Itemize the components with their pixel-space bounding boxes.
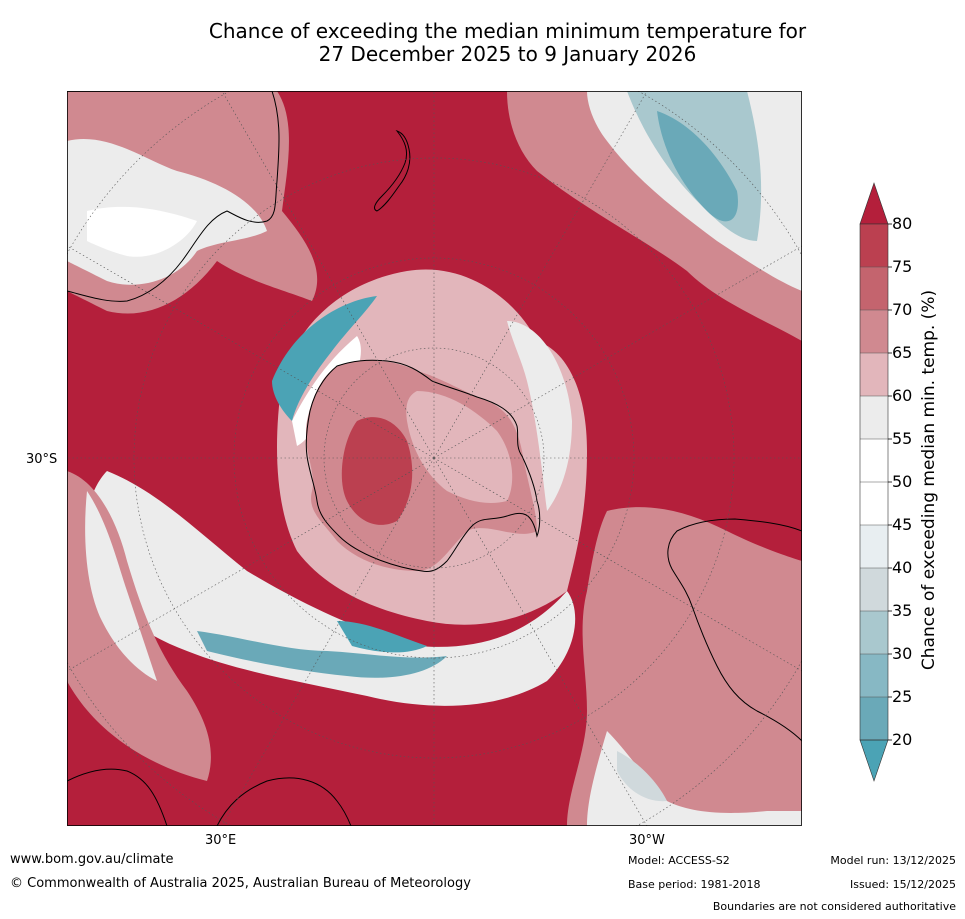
colorbar-tick-label: 25 xyxy=(892,687,913,706)
colorbar-tick-label: 35 xyxy=(892,601,913,620)
coast-south-america xyxy=(667,518,802,742)
graticule-lon-10 xyxy=(433,91,648,459)
colorbar-tick-label: 80 xyxy=(892,214,913,233)
graticule-lon-12 xyxy=(433,457,802,672)
coast-africa xyxy=(67,768,168,826)
map-frame xyxy=(67,91,802,826)
colorbar-tick-label: 45 xyxy=(892,515,913,534)
colorbar-svg xyxy=(859,182,892,782)
coastlines xyxy=(67,91,802,826)
colorbar-band-70-75 xyxy=(860,267,888,310)
colorbar-tick-label: 70 xyxy=(892,300,913,319)
region-sw-white xyxy=(85,491,157,681)
colorbar-band-40-45 xyxy=(860,525,888,568)
coast-africa-south xyxy=(216,777,352,826)
colorbar-tick-label: 75 xyxy=(892,257,913,276)
colorbar-title: Chance of exceeding median min. temp. (%… xyxy=(919,289,939,671)
footer-copyright: © Commonwealth of Australia 2025, Austra… xyxy=(10,876,471,891)
colorbar-tick-label: 40 xyxy=(892,558,913,577)
colorbar-over-arrow xyxy=(859,182,889,225)
colorbar-band-60-65 xyxy=(860,353,888,396)
graticule xyxy=(67,91,802,826)
graticule-lon-11 xyxy=(67,457,435,672)
colorbar xyxy=(855,180,965,790)
colorbar-band-75-80 xyxy=(860,224,888,267)
region-south-band-blue xyxy=(197,631,447,678)
colorbar-tick-label: 55 xyxy=(892,429,913,448)
graticule-lat-60 xyxy=(323,347,545,569)
coast-australia xyxy=(67,91,280,302)
antarctica-inner-pale xyxy=(406,391,513,503)
footer-issued: Issued: 15/12/2025 xyxy=(849,878,956,891)
colorbar-band-35-40 xyxy=(860,568,888,611)
map-title: Chance of exceeding the median minimum t… xyxy=(150,20,865,66)
colorbar-tick-label: 20 xyxy=(892,730,913,749)
lon-label-30e: 30°E xyxy=(205,833,237,848)
map-svg xyxy=(67,91,802,826)
region-se-white xyxy=(587,731,802,826)
footer-base-period: Base period: 1981-2018 xyxy=(628,878,761,891)
colorbar-band-55-60 xyxy=(860,396,888,439)
colorbar-ticks xyxy=(888,223,892,741)
colorbar-band-20-25 xyxy=(860,697,888,740)
colorbar-dividers xyxy=(860,266,888,698)
colorbar-band-50-55 xyxy=(860,439,888,482)
colorbar-band-65-70 xyxy=(860,310,888,353)
colorbar-tick-label: 30 xyxy=(892,644,913,663)
footer-model-run: Model run: 13/12/2025 xyxy=(830,854,956,867)
antarctica-inner-dark xyxy=(341,417,413,525)
graticule-lon-7 xyxy=(221,457,435,826)
region-se-pale xyxy=(567,507,802,826)
footer-model: Model: ACCESS-S2 xyxy=(628,854,730,867)
region-ring-white-east xyxy=(507,321,572,511)
graticule-lon-8 xyxy=(433,457,648,826)
map-title-line2: 27 December 2025 to 9 January 2026 xyxy=(318,42,697,66)
lat-label-30s: 30°S xyxy=(26,452,58,467)
region-ring-blue-west xyxy=(272,296,377,421)
graticule-lon-6 xyxy=(433,245,802,459)
region-nw-white2 xyxy=(87,206,197,257)
colorbar-tick-label: 65 xyxy=(892,343,913,362)
graticule-lon-5 xyxy=(67,245,435,459)
colorbar-band-25-30 xyxy=(860,654,888,697)
colorbar-under-arrow xyxy=(859,739,889,782)
footer-website[interactable]: www.bom.gov.au/climate xyxy=(10,852,174,867)
region-south-band-blue2 xyxy=(337,621,427,653)
colorbar-band-45-50 xyxy=(860,482,888,525)
lon-label-30w: 30°W xyxy=(629,833,665,848)
map-panel xyxy=(67,91,802,826)
colorbar-tick-label: 50 xyxy=(892,472,913,491)
graticule-lon-9 xyxy=(221,91,435,459)
colorbar-tick-label: 60 xyxy=(892,386,913,405)
footer-disclaimer: Boundaries are not considered authoritat… xyxy=(712,900,956,913)
coast-new-zealand xyxy=(374,129,411,212)
map-title-line1: Chance of exceeding the median minimum t… xyxy=(208,19,807,43)
region-ne-blue xyxy=(657,111,738,222)
colorbar-band-30-35 xyxy=(860,611,888,654)
coast-antarctica xyxy=(305,359,541,572)
region-se-lightblue xyxy=(617,751,667,802)
